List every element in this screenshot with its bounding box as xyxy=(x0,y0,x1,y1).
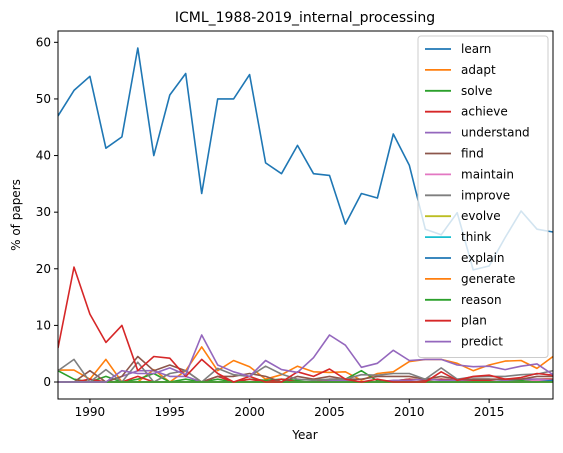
y-tick-label: 60 xyxy=(36,35,51,49)
legend-label-plan: plan xyxy=(461,314,487,328)
y-tick-label: 40 xyxy=(36,149,51,163)
x-tick-label: 2005 xyxy=(314,405,345,419)
y-tick-label: 20 xyxy=(36,262,51,276)
x-tick-label: 2010 xyxy=(394,405,425,419)
legend-label-think: think xyxy=(461,230,491,244)
x-axis-label: Year xyxy=(291,428,317,442)
legend-label-understand: understand xyxy=(461,126,530,140)
y-tick-label: 10 xyxy=(36,318,51,332)
legend-label-achieve: achieve xyxy=(461,105,508,119)
legend-label-adapt: adapt xyxy=(461,63,496,77)
legend-label-predict: predict xyxy=(461,335,503,349)
x-tick-label: 1995 xyxy=(155,405,186,419)
legend-label-improve: improve xyxy=(461,188,510,202)
legend-label-solve: solve xyxy=(461,84,492,98)
legend-label-find: find xyxy=(461,147,484,161)
legend-label-reason: reason xyxy=(461,293,502,307)
legend-label-maintain: maintain xyxy=(461,167,514,181)
chart-title: ICML_1988-2019_internal_processing xyxy=(175,10,435,26)
legend: learn adapt solve achieve understand find main… xyxy=(418,36,548,358)
x-tick-label: 1990 xyxy=(75,405,106,419)
y-tick-label: 30 xyxy=(36,205,51,219)
y-axis-label: % of papers xyxy=(9,179,23,251)
legend-label-learn: learn xyxy=(461,42,491,56)
x-tick-label: 2015 xyxy=(474,405,505,419)
legend-label-explain: explain xyxy=(461,251,505,265)
x-tick-label: 2000 xyxy=(234,405,265,419)
legend-label-generate: generate xyxy=(461,272,515,286)
y-tick-label: 0 xyxy=(43,375,51,389)
y-tick-label: 50 xyxy=(36,92,51,106)
legend-label-evolve: evolve xyxy=(461,209,501,223)
